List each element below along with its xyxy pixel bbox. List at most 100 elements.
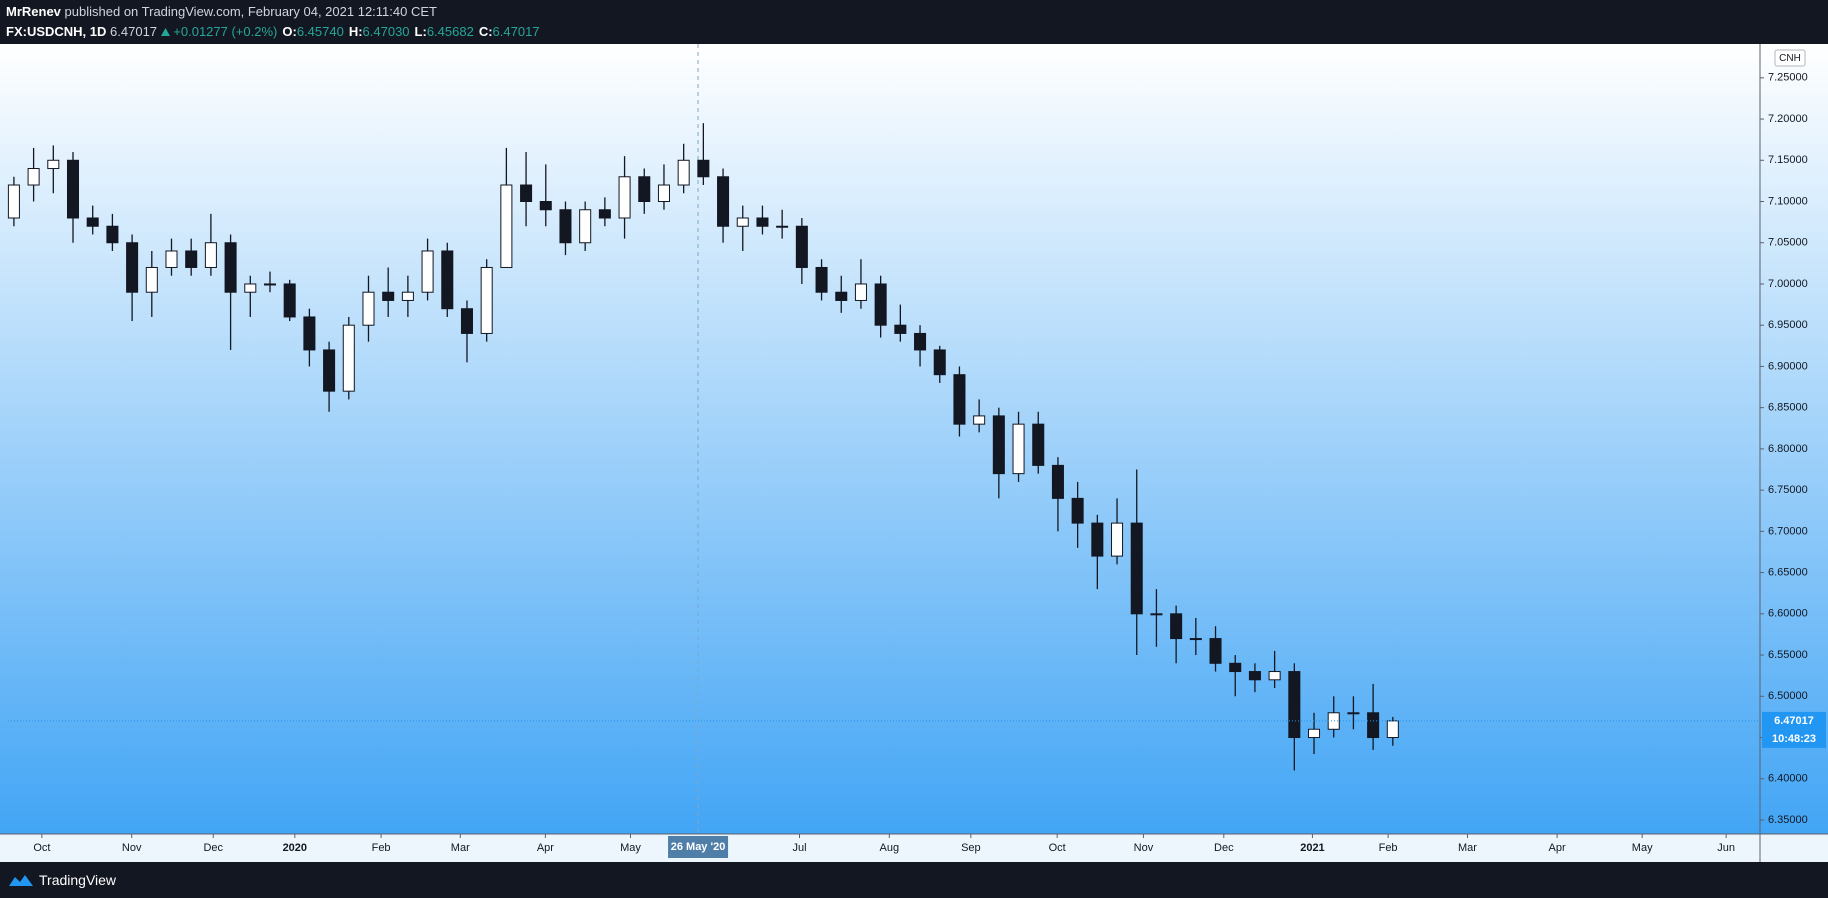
candle-body [638, 176, 651, 203]
candle-body [7, 184, 20, 219]
x-tick-label: Apr [1549, 842, 1566, 854]
candle-body [539, 201, 552, 211]
x-tick-label: May [620, 842, 641, 854]
ohlc-value: 6.45682 [426, 24, 474, 39]
ohlc-value: 6.45740 [296, 24, 344, 39]
candle-body [1367, 712, 1380, 739]
candle-body [303, 316, 316, 351]
x-tick-label: Feb [372, 842, 391, 854]
candle-body [244, 283, 257, 293]
published: published on TradingView.com, February 0… [64, 4, 437, 19]
candle-body [165, 250, 178, 268]
candle-body [736, 217, 749, 227]
candle-body [204, 242, 217, 268]
candle-body [1288, 671, 1301, 739]
candle-body [973, 415, 986, 425]
candle-body [559, 209, 572, 244]
candle-body [914, 332, 927, 351]
candle-body [1308, 728, 1321, 739]
candle-body [382, 291, 395, 301]
currency-box [1774, 49, 1806, 67]
footer: TradingView [0, 862, 1828, 898]
candle-body [1229, 662, 1242, 673]
candle-body [460, 308, 473, 334]
x-tick-label: Apr [537, 842, 554, 854]
candle-body [1071, 497, 1084, 524]
x-tick-label: Dec [1214, 842, 1234, 854]
x-tick-label: Feb [1379, 842, 1398, 854]
y-tick-label: 6.60000 [1768, 608, 1808, 620]
y-tick-label: 6.40000 [1768, 773, 1808, 785]
y-tick-label: 7.25000 [1768, 72, 1808, 84]
candle-body [992, 415, 1005, 475]
last: 6.47017 [110, 24, 158, 39]
y-tick-label: 6.50000 [1768, 690, 1808, 702]
candle-body [756, 217, 769, 227]
ohlc: O:6.45740 H:6.47030 L:6.45682 C:6.47017 [277, 24, 539, 39]
candle-body [854, 283, 867, 301]
candle-body [1150, 613, 1163, 616]
candle-body [894, 324, 907, 334]
x-tick-label: Jul [792, 842, 806, 854]
candle-body [106, 225, 119, 244]
candle-body [1386, 720, 1399, 739]
x-tick-label: 2020 [283, 842, 307, 854]
ohlc-label: L: [414, 24, 427, 39]
change: +0.01277 (+0.2%) [173, 24, 278, 39]
currency: CNH [1779, 53, 1801, 64]
y-tick-label: 6.55000 [1768, 649, 1808, 661]
candle-body [323, 349, 336, 392]
candle-body [874, 283, 887, 326]
candle-body [1111, 522, 1124, 557]
candle-body [1012, 423, 1025, 475]
x-tick-label: Mar [1458, 842, 1477, 854]
candle-body [362, 291, 375, 326]
candle-body [401, 291, 414, 301]
y-tick-label: 6.70000 [1768, 525, 1808, 537]
up-arrow [160, 28, 170, 36]
x-tick-label: Mar [451, 842, 470, 854]
countdown-box [1762, 729, 1826, 748]
candle-body [717, 176, 730, 227]
candle-body [835, 291, 848, 301]
candle-body [776, 225, 789, 228]
candle-body [480, 266, 493, 334]
candle-body [86, 217, 99, 227]
ohlc-label: O: [282, 24, 297, 39]
symbol-line: FX:USDCNH, 1D 6.47017 +0.01277 (+0.2%) O:… [6, 22, 1828, 42]
candle-body [520, 184, 533, 203]
candle-body [697, 159, 710, 178]
x-tick-label: Nov [1134, 842, 1154, 854]
x-tick-label: Sep [961, 842, 981, 854]
candle-body [933, 349, 946, 376]
candle-body [421, 250, 434, 293]
candle-body [126, 242, 139, 293]
plot-background [0, 44, 1828, 834]
candle-body [185, 250, 198, 268]
x-tick-label: Nov [122, 842, 142, 854]
crosshair-box [668, 836, 729, 858]
y-tick-label: 7.20000 [1768, 113, 1808, 125]
chart: CNH 6.350006.400006.450006.500006.550006… [0, 44, 1828, 862]
ohlc-value: 6.47017 [492, 24, 540, 39]
y-tick-label: 6.35000 [1768, 814, 1808, 826]
x-tick-label: Oct [1049, 842, 1066, 854]
candle-body [47, 159, 60, 170]
brand: TradingView [39, 872, 117, 888]
publish-line: MrRenev published on TradingView.com, Fe… [6, 0, 1828, 22]
candle-body [1130, 522, 1143, 615]
y-tick-label: 6.95000 [1768, 319, 1808, 331]
candle-body [1209, 638, 1222, 664]
x-tick-label: 2021 [1300, 842, 1324, 854]
y-tick-label: 6.75000 [1768, 484, 1808, 496]
candle-body [1032, 423, 1045, 466]
last-price-box [1762, 711, 1826, 730]
candle-body [224, 242, 237, 293]
candle-body [657, 184, 670, 203]
x-tick-label: Oct [33, 842, 50, 854]
candle-body [677, 159, 690, 186]
candle-body [441, 250, 454, 310]
ohlc-label: H: [348, 24, 363, 39]
candle-body [27, 168, 40, 186]
candle-body [795, 225, 808, 268]
